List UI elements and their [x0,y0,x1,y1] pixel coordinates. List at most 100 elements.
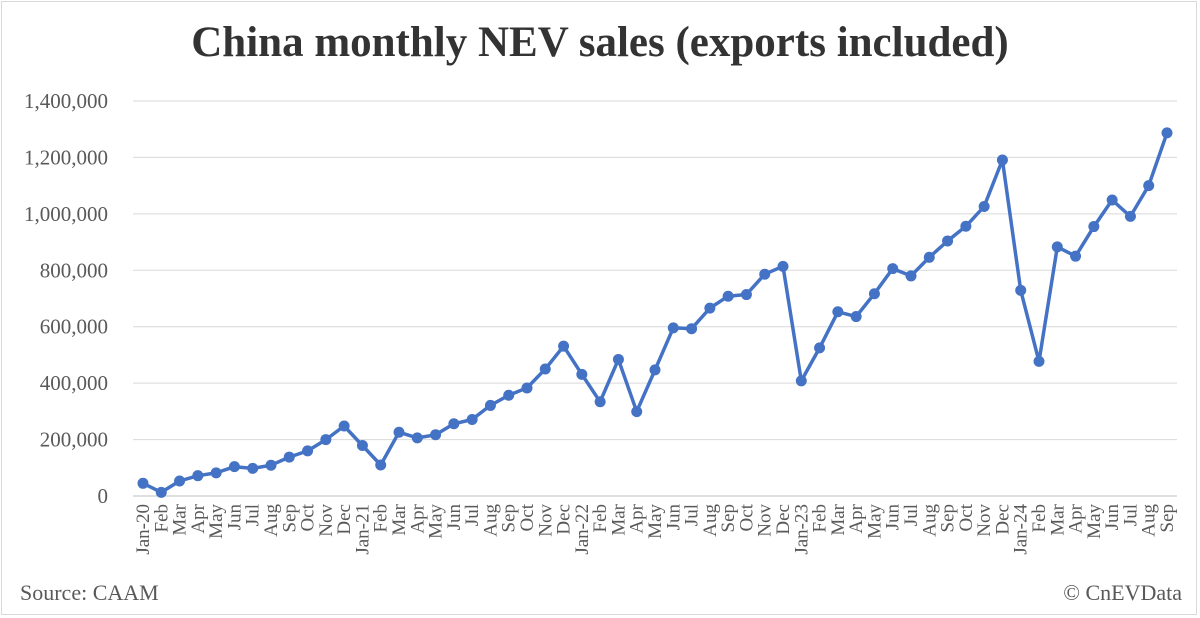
x-tick-label: Jan-24 [1011,504,1032,555]
x-tick-label: Nov [974,504,995,537]
x-tick-label: Nov [535,504,556,537]
x-tick-label: Feb [590,504,611,533]
x-tick-label: Mar [389,503,410,535]
data-point [356,439,368,451]
data-point [338,420,350,432]
series-line [142,132,1169,495]
data-point [484,399,496,411]
data-point [850,311,862,323]
data-point [1143,180,1155,192]
x-tick-label: Oct [517,503,538,531]
data-point [320,434,332,446]
data-point [1161,127,1173,139]
x-tick-label: Jun [883,504,904,531]
data-point [795,375,807,387]
data-point [247,462,259,474]
data-point [1051,241,1063,253]
x-tick-label: May [426,504,447,539]
x-tick-label: Aug [480,504,501,537]
y-tick-label: 0 [98,484,109,508]
x-tick-label: Oct [298,503,319,531]
data-point [923,251,935,263]
data-point [466,414,478,426]
data-point [905,270,917,282]
data-point [868,288,880,300]
data-point [978,201,990,213]
data-point [942,235,954,247]
x-tick-label: Jul [1120,504,1141,526]
data-point [1106,194,1118,206]
data-point [265,459,277,471]
data-point [612,353,624,365]
data-point [667,322,679,334]
data-point [576,368,588,380]
x-tick-label: Oct [736,503,757,531]
data-point [649,364,661,376]
x-tick-label: Feb [151,504,172,533]
y-tick-label: 400,000 [40,371,108,395]
data-point [155,486,167,498]
data-point [192,470,204,482]
data-point [704,302,716,314]
x-tick-label: Mar [828,503,849,535]
x-tick-label: Mar [608,503,629,535]
x-tick-label: Dec [554,504,575,535]
y-axis-tick-labels: 0 200,000 400,000 600,000 800,000 1,000,000 1,… [24,89,108,508]
x-tick-label: Jul [243,504,264,526]
x-tick-label: Feb [810,504,831,533]
data-point [814,342,826,354]
data-point [631,406,643,418]
chart-title: China monthly NEV sales (exports include… [191,19,1009,66]
x-tick-label: Sep [718,504,739,533]
x-tick-label: Dec [773,504,794,535]
y-tick-label: 800,000 [40,258,108,282]
x-tick-label: Sep [1157,504,1178,533]
x-tick-label: Aug [700,504,721,537]
data-point [137,477,149,489]
x-tick-label: May [864,504,885,539]
data-point [1070,250,1082,262]
x-tick-label: May [645,504,666,539]
x-tick-label: Aug [919,504,940,537]
data-point [503,389,515,401]
data-point [740,289,752,301]
data-point [283,451,295,463]
data-point [539,363,551,375]
x-tick-label: Jan-20 [133,504,154,555]
x-tick-label: Jun [663,504,684,531]
data-point [521,382,533,394]
y-tick-label: 1,200,000 [24,145,108,169]
x-tick-label: Apr [846,503,867,533]
data-point [722,290,734,302]
x-tick-label: Jun [444,504,465,531]
x-tick-label: Dec [334,504,355,535]
x-tick-label: Dec [992,504,1013,535]
x-tick-label: Jul [682,504,703,526]
x-tick-label: Jul [462,504,483,526]
gridlines [133,100,1177,497]
y-tick-label: 600,000 [40,315,108,339]
x-tick-label: Apr [1066,503,1087,533]
data-point [228,461,240,473]
source-note: Source: CAAM [20,580,159,605]
data-point [960,220,972,232]
data-point [1033,355,1045,367]
x-tick-label: Mar [1047,503,1068,535]
x-axis-tick-labels: Jan-20FebMarAprMayJunJulAugSepOctNovDecJ… [133,503,1178,554]
data-point [411,432,423,444]
x-tick-label: Feb [371,504,392,533]
y-tick-label: 1,400,000 [24,89,108,113]
data-point [558,340,570,352]
x-tick-label: May [1084,504,1105,539]
series-nev-sales [137,127,1173,498]
x-tick-label: Nov [755,504,776,537]
data-point [302,445,314,457]
x-tick-label: Jan-23 [791,504,812,555]
data-point [759,268,771,280]
data-point [448,418,460,430]
data-point [1088,221,1100,233]
data-point [594,396,606,408]
data-point [174,475,186,487]
